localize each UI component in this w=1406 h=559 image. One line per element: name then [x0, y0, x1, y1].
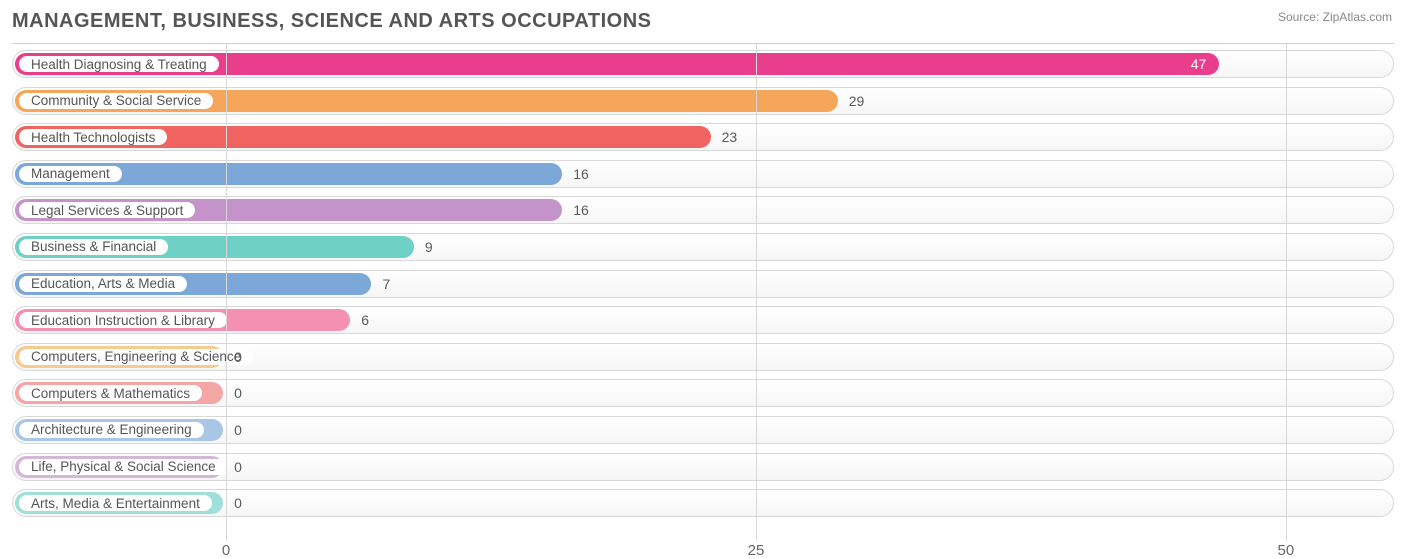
bar-row: Architecture & Engineering 0	[12, 416, 1394, 444]
bar-row: Education, Arts & Media 7	[12, 270, 1394, 298]
bar-label: Health Diagnosing & Treating	[19, 56, 219, 72]
bar-value: 0	[226, 416, 242, 444]
grid-line	[1286, 44, 1287, 541]
bars-group: Health Diagnosing & Treating 47 Community …	[12, 44, 1394, 517]
plot-area: Health Diagnosing & Treating 47 Community …	[12, 43, 1394, 523]
bar-label: Computers, Engineering & Science	[19, 349, 253, 365]
bar-label: Computers & Mathematics	[19, 385, 202, 401]
bar-value: 9	[417, 233, 433, 261]
bar-row: Community & Social Service 29	[12, 87, 1394, 115]
bar-label: Life, Physical & Social Science	[19, 459, 228, 475]
bar-label: Legal Services & Support	[19, 202, 195, 218]
bar-label: Education, Arts & Media	[19, 276, 187, 292]
bar-row: Health Technologists 23	[12, 123, 1394, 151]
chart-container: MANAGEMENT, BUSINESS, SCIENCE AND ARTS O…	[0, 0, 1406, 558]
bar-row: Health Diagnosing & Treating 47	[12, 50, 1394, 78]
bar-value: 7	[374, 270, 390, 298]
grid-line	[756, 44, 757, 541]
bar-label: Business & Financial	[19, 239, 168, 255]
bar-row: Computers & Mathematics 0	[12, 379, 1394, 407]
bar-label: Education Instruction & Library	[19, 312, 227, 328]
chart-source: Source: ZipAtlas.com	[1278, 10, 1392, 24]
bar-value: 23	[714, 123, 738, 151]
bar-row: Legal Services & Support 16	[12, 196, 1394, 224]
bar-value: 47	[1191, 50, 1217, 78]
x-axis-tick-label: 0	[222, 542, 230, 559]
bar-row: Education Instruction & Library 6	[12, 306, 1394, 334]
bar-row: Business & Financial 9	[12, 233, 1394, 261]
bar-value: 6	[353, 306, 369, 334]
source-name: ZipAtlas.com	[1323, 10, 1392, 24]
bar-label: Community & Social Service	[19, 93, 213, 109]
bar-value: 16	[565, 196, 589, 224]
bar-value: 0	[226, 343, 242, 371]
grid-line	[226, 44, 227, 541]
bar-label: Management	[19, 166, 122, 182]
x-axis-tick-label: 25	[748, 542, 765, 559]
source-prefix: Source:	[1278, 10, 1323, 24]
bar-value: 0	[226, 379, 242, 407]
chart-title: MANAGEMENT, BUSINESS, SCIENCE AND ARTS O…	[12, 10, 1394, 33]
x-axis-tick-label: 50	[1278, 542, 1295, 559]
bar-row: Management 16	[12, 160, 1394, 188]
bar-value: 16	[565, 160, 589, 188]
bar-value: 29	[841, 87, 865, 115]
bar-value: 0	[226, 489, 242, 517]
bar-label: Arts, Media & Entertainment	[19, 495, 212, 511]
bar-row: Life, Physical & Social Science0	[12, 453, 1394, 481]
bar-row: Arts, Media & Entertainment 0	[12, 489, 1394, 517]
bar-row: Computers, Engineering & Science0	[12, 343, 1394, 371]
bar-label: Health Technologists	[19, 129, 167, 145]
bar-label: Architecture & Engineering	[19, 422, 204, 438]
bar-value: 0	[226, 453, 242, 481]
